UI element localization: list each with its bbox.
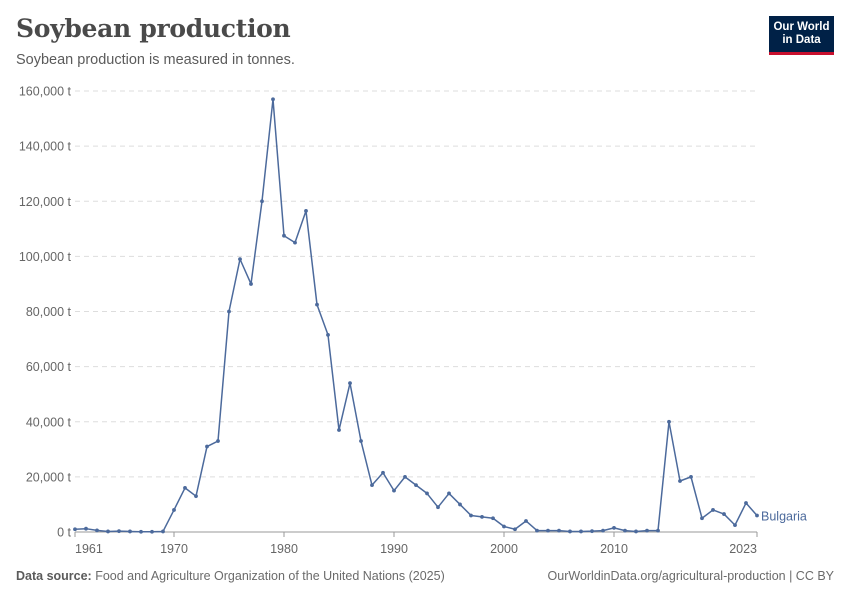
data-point[interactable] [447, 491, 451, 496]
data-point[interactable] [370, 483, 374, 488]
data-point[interactable] [337, 428, 341, 432]
y-axis-ticks: 0 t 20,000 t 40,000 t 60,000 t 80,000 t 100,0… [19, 85, 72, 540]
x-tick-label: 2000 [490, 542, 518, 556]
data-point[interactable] [84, 526, 88, 531]
x-tick-label: 1961 [75, 542, 103, 556]
y-tick-label: 160,000 t [19, 85, 72, 99]
data-point[interactable] [392, 488, 396, 493]
data-point[interactable] [634, 529, 638, 534]
x-tick-label: 2010 [600, 542, 628, 556]
data-point[interactable] [95, 528, 99, 533]
data-point[interactable] [590, 529, 594, 534]
y-tick-label: 40,000 t [26, 415, 72, 429]
data-point[interactable] [711, 508, 715, 512]
data-point[interactable] [755, 513, 759, 518]
data-point[interactable] [183, 486, 187, 490]
data-point[interactable] [260, 199, 264, 204]
data-point[interactable] [579, 529, 583, 534]
y-tick-label: 20,000 t [26, 470, 72, 484]
data-point[interactable] [194, 494, 198, 499]
data-point[interactable] [469, 513, 473, 518]
data-point[interactable] [689, 474, 693, 479]
y-tick-label: 140,000 t [19, 140, 72, 154]
data-point[interactable] [656, 528, 660, 533]
owid-logo[interactable]: Our World in Data [769, 16, 834, 55]
data-point[interactable] [535, 528, 539, 533]
data-point[interactable] [546, 528, 550, 533]
data-point[interactable] [612, 525, 616, 530]
y-tick-label: 80,000 t [26, 305, 72, 319]
data-point[interactable] [161, 529, 165, 534]
data-point[interactable] [403, 474, 407, 479]
data-point[interactable] [557, 528, 561, 533]
series-layer: Bulgaria [73, 97, 807, 534]
data-point[interactable] [227, 309, 231, 314]
data-point[interactable] [722, 512, 726, 516]
chart-subtitle: Soybean production is measured in tonnes… [16, 52, 295, 68]
data-point[interactable] [458, 502, 462, 507]
logo-line-1: Our World [773, 21, 830, 33]
series-label: Bulgaria [761, 509, 807, 523]
data-point[interactable] [513, 527, 517, 532]
data-point[interactable] [172, 508, 176, 512]
data-point[interactable] [359, 439, 363, 443]
chart-title: Soybean production [16, 14, 291, 43]
data-point[interactable] [139, 529, 143, 534]
data-point[interactable] [249, 282, 253, 286]
data-point[interactable] [73, 527, 77, 532]
x-tick-label: 1970 [160, 542, 188, 556]
data-point[interactable] [106, 529, 110, 534]
data-point[interactable] [216, 439, 220, 443]
data-point[interactable] [645, 528, 649, 533]
data-point[interactable] [524, 519, 528, 523]
series-line-bulgaria[interactable] [74, 98, 758, 533]
data-point[interactable] [601, 528, 605, 533]
y-tick-label: 0 t [57, 526, 71, 540]
data-point[interactable] [568, 529, 572, 534]
grid-layer [75, 90, 757, 533]
data-point[interactable] [425, 491, 429, 496]
data-point[interactable] [271, 97, 275, 102]
data-point[interactable] [238, 257, 242, 262]
data-point[interactable] [117, 529, 121, 534]
data-source: Data source: Food and Agriculture Organi… [16, 569, 445, 583]
y-tick-label: 60,000 t [26, 360, 72, 374]
data-point[interactable] [348, 381, 352, 386]
data-point[interactable] [293, 240, 297, 245]
data-point[interactable] [326, 333, 330, 337]
footer: Data source: Food and Agriculture Organi… [16, 569, 834, 583]
data-point[interactable] [502, 524, 506, 529]
y-tick-label: 120,000 t [19, 195, 72, 209]
data-source-label: Data source: [16, 569, 92, 583]
source-url-link[interactable]: OurWorldinData.org/agricultural-producti… [547, 569, 834, 583]
data-point[interactable] [678, 479, 682, 483]
data-source-text: Food and Agriculture Organization of the… [95, 569, 445, 583]
data-point[interactable] [282, 233, 286, 238]
x-tick-label: 2023 [729, 542, 757, 556]
data-point[interactable] [436, 505, 440, 510]
data-point[interactable] [700, 516, 704, 521]
data-point[interactable] [744, 501, 748, 505]
y-tick-label: 100,000 t [19, 250, 72, 264]
data-point[interactable] [381, 470, 385, 475]
data-point[interactable] [315, 302, 319, 307]
logo-line-2: in Data [782, 34, 821, 46]
data-point[interactable] [304, 208, 308, 213]
data-point[interactable] [623, 528, 627, 533]
x-tick-label: 1990 [380, 542, 408, 556]
data-point[interactable] [667, 419, 671, 424]
data-point[interactable] [205, 444, 209, 449]
x-axis-ticks: 1961 1970 1980 1990 2000 2010 2023 [74, 532, 758, 556]
data-point[interactable] [414, 483, 418, 488]
data-point[interactable] [733, 523, 737, 528]
data-point[interactable] [128, 529, 132, 534]
data-point[interactable] [491, 516, 495, 521]
data-point[interactable] [480, 514, 484, 519]
x-tick-label: 1980 [270, 542, 298, 556]
data-point[interactable] [150, 529, 154, 534]
